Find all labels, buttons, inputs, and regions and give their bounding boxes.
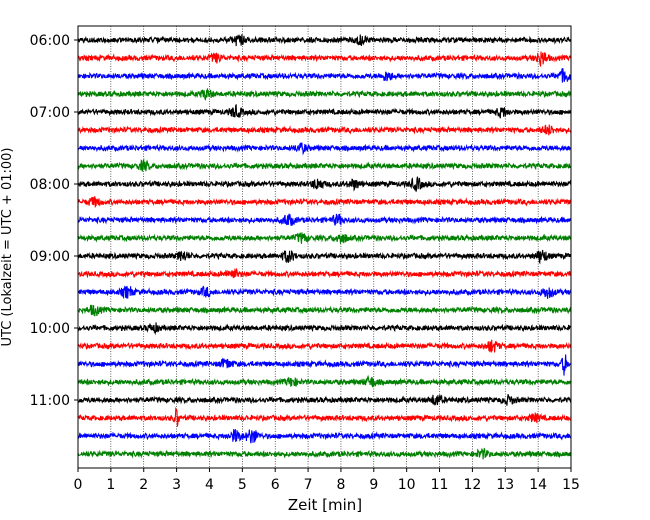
y-axis-label: UTC (Lokalzeit = UTC + 01:00) [0, 148, 15, 347]
trace-line [77, 354, 572, 376]
trace-line [77, 142, 572, 156]
trace-line [77, 103, 572, 119]
vertical-grid [110, 26, 539, 468]
trace-line [77, 249, 572, 265]
trace-line [77, 158, 572, 172]
trace-line [77, 124, 572, 136]
x-tick-label: 8 [336, 477, 345, 493]
trace-line [77, 406, 572, 427]
trace-line [77, 285, 572, 300]
trace-line [77, 175, 572, 192]
trace-line [77, 339, 572, 353]
trace-line [77, 232, 572, 245]
x-tick-label: 14 [529, 477, 547, 493]
x-tick-label: 4 [205, 477, 214, 493]
x-tick-label: 13 [496, 477, 514, 493]
x-tick-label: 15 [562, 477, 580, 493]
x-tick-label: 11 [431, 477, 449, 493]
x-tick-label: 12 [463, 477, 481, 493]
trace-line [77, 374, 572, 388]
y-axis-ticks: 06:00 07:00 08:00 09:00 10:00 11:00 [30, 33, 78, 409]
trace-line [77, 51, 572, 67]
trace-line [77, 196, 572, 208]
trace-line [77, 429, 572, 444]
y-tick-label: 07:00 [30, 105, 70, 121]
x-tick-label: 3 [172, 477, 181, 493]
x-tick-label: 10 [398, 477, 416, 493]
trace-line [77, 322, 572, 336]
y-tick-label: 06:00 [30, 33, 70, 49]
x-axis-ticks: 0 1 2 3 4 5 6 7 8 9 10 11 12 13 14 15 [74, 468, 580, 493]
x-tick-label: 2 [139, 477, 148, 493]
x-tick-label: 0 [74, 477, 83, 493]
trace-line [77, 213, 572, 226]
x-tick-label: 5 [238, 477, 247, 493]
trace-line [77, 34, 572, 47]
trace-line [77, 394, 572, 406]
plot-frame [77, 25, 572, 469]
y-tick-label: 09:00 [30, 249, 70, 265]
seismic-traces [77, 34, 572, 460]
trace-line [77, 304, 572, 317]
x-axis-label: Zeit [min] [288, 496, 362, 514]
y-tick-label: 11:00 [30, 393, 70, 409]
x-tick-label: 1 [106, 477, 115, 493]
x-tick-label: 7 [304, 477, 313, 493]
y-tick-label: 08:00 [30, 177, 70, 193]
x-tick-label: 9 [369, 477, 378, 493]
trace-line [77, 67, 572, 83]
y-tick-label: 10:00 [30, 321, 70, 337]
trace-line [77, 447, 572, 460]
trace-line [77, 267, 572, 279]
x-tick-label: 6 [271, 477, 280, 493]
trace-line [77, 88, 572, 101]
